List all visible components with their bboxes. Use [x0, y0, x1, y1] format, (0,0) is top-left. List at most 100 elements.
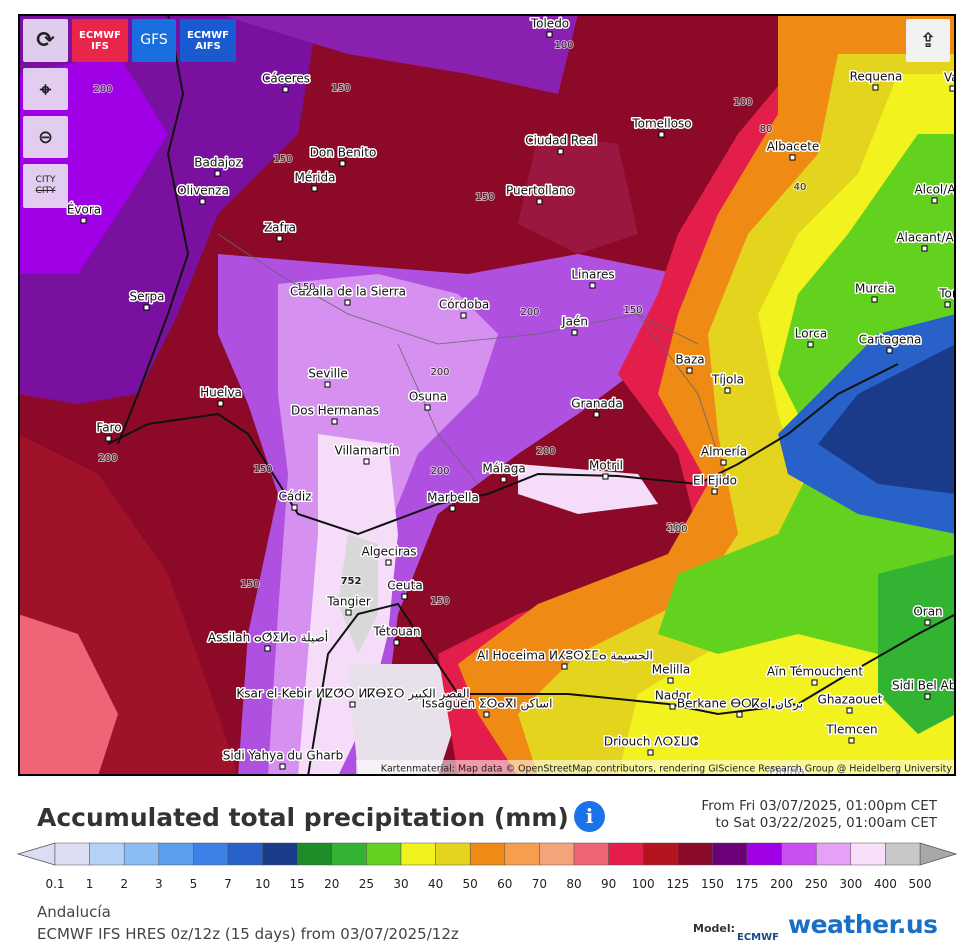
- city-labels: Toledo Cáceres Requena Tomelloso Ciudad Real…: [65, 15, 956, 776]
- brand-logo: weather.us: [788, 910, 938, 939]
- legend-swatch: [262, 842, 298, 866]
- model-button[interactable]: ECMWF IFS: [72, 19, 128, 62]
- legend-tick-label: 0.1: [45, 877, 64, 891]
- legend-tick-label: 15: [290, 877, 305, 891]
- zoom-out-button[interactable]: ⊖: [23, 116, 68, 158]
- borders: [107, 14, 956, 776]
- model-button[interactable]: ECMWF AIFS: [180, 19, 236, 62]
- contour-label: 200: [93, 84, 112, 95]
- legend-tick-label: 300: [839, 877, 862, 891]
- city-dot: [848, 737, 855, 744]
- city-dot: [424, 404, 431, 411]
- city-dot: [344, 299, 351, 306]
- city-label: Oran: [913, 605, 942, 619]
- city-label: Málaga: [482, 462, 525, 476]
- legend-tick-label: 20: [324, 877, 339, 891]
- city-label: Assilah ⴰⵚⵉⵍⴰ أصيلة: [208, 630, 328, 645]
- city-dot: [279, 763, 286, 770]
- city-dot: [199, 198, 206, 205]
- legend-tick-label: 5: [190, 877, 198, 891]
- city-toggle[interactable]: CITY CITY: [23, 164, 68, 208]
- city-label: Driouch ⴷⵔⵉⵡⵛ: [604, 735, 699, 749]
- contour-label: 150: [475, 192, 494, 203]
- model-label: Model:: [693, 922, 736, 935]
- city-toggle-label: CITY: [35, 175, 56, 185]
- legend-swatch: [331, 842, 367, 866]
- map[interactable]: Toledo Cáceres Requena Tomelloso Ciudad Real…: [18, 14, 956, 776]
- city-label: Al Hoceima ⵍⵃⵓⵙⵉⵎⴰ الحسيمة: [477, 649, 653, 663]
- city-label: Cazalla de la Sierra: [290, 285, 406, 299]
- city-label: Aïn Témouchent: [767, 665, 863, 679]
- city-dot: [811, 679, 818, 686]
- legend-low-arrow: [16, 842, 56, 866]
- city-label: Baza: [675, 353, 704, 367]
- model-button[interactable]: GFS: [132, 19, 176, 62]
- city-dot: [736, 711, 743, 718]
- legend-tick-label: 250: [805, 877, 828, 891]
- legend-tick-label: 10: [255, 877, 270, 891]
- city-dot: [886, 347, 893, 354]
- city-dot: [393, 639, 400, 646]
- info-button[interactable]: i: [574, 801, 605, 832]
- legend-tick-label: 400: [874, 877, 897, 891]
- city-dot: [276, 235, 283, 242]
- legend-tick-label: 100: [632, 877, 655, 891]
- city-label: Sidi Yahya du Gharb: [223, 749, 343, 763]
- city-label: Badajoz: [194, 156, 242, 170]
- city-label: Tangier: [326, 595, 371, 609]
- city-label: Melilla: [652, 663, 690, 677]
- city-label: Algeciras: [361, 545, 416, 559]
- city-label: Ghazaouet: [818, 693, 883, 707]
- legend-swatch: [573, 842, 609, 866]
- city-label: Lorca: [795, 327, 827, 341]
- legend-swatch: [469, 842, 506, 866]
- city-dot: [331, 418, 338, 425]
- city-label: Murcia: [855, 282, 895, 296]
- city-dot: [658, 131, 665, 138]
- contour-label: 150: [253, 464, 272, 475]
- city-dot: [720, 459, 727, 466]
- legend-tick-label: 25: [359, 877, 374, 891]
- city-dot: [282, 86, 289, 93]
- refresh-button[interactable]: ⟳: [23, 19, 68, 62]
- contour-label: 100: [668, 524, 687, 535]
- city-label: Cádiz: [279, 490, 312, 504]
- city-dot: [561, 663, 568, 670]
- regions: [217, 233, 719, 485]
- city-label: Zafra: [264, 221, 296, 235]
- legend-swatch: [400, 842, 436, 866]
- contour-label: 150: [296, 282, 315, 293]
- city-dot: [807, 341, 814, 348]
- legend-swatch: [123, 842, 160, 866]
- legend-swatch: [435, 842, 471, 866]
- map-frame: [18, 14, 956, 776]
- legend-swatch: [158, 842, 194, 866]
- city-dot: [589, 282, 596, 289]
- city-dot: [264, 645, 271, 652]
- title: Accumulated total precipitation (mm): [37, 803, 569, 832]
- city-dot: [345, 609, 352, 616]
- location-button[interactable]: ⌖: [23, 68, 68, 110]
- city-dot: [846, 707, 853, 714]
- attribution: Kartenmaterial: Map data © OpenStreetMap…: [381, 764, 953, 775]
- contour-label: 200: [430, 367, 449, 378]
- city-label: Tor: [938, 287, 956, 301]
- legend-tick-label: 40: [428, 877, 443, 891]
- legend-tick-label: 175: [736, 877, 759, 891]
- legend-tick-label: 7: [224, 877, 232, 891]
- city-label: Ciudad Real: [525, 134, 597, 148]
- contour-label: 200: [666, 522, 685, 533]
- legend-tick-label: 3: [155, 877, 163, 891]
- color-legend: 0.1 1 2 3 5 7 10 15 20 25 30 40 50 60 70 80 90 100 125 150 1…: [16, 842, 958, 891]
- share-button[interactable]: ⇪: [906, 19, 950, 62]
- city-label: Cáceres: [262, 72, 310, 86]
- legend-tick-label: 200: [770, 877, 793, 891]
- city-label: Ksar el-Kebir ⵍⵇⵚⵔ ⵍⴽⴱⵉⵔ القصر الكبير: [236, 687, 469, 702]
- city-dot: [667, 677, 674, 684]
- city-label: El Ejido: [693, 474, 737, 488]
- city-label: Linares: [571, 268, 614, 282]
- legend-tick-label: 2: [120, 877, 128, 891]
- city-dot: [872, 84, 879, 91]
- city-dot: [385, 559, 392, 566]
